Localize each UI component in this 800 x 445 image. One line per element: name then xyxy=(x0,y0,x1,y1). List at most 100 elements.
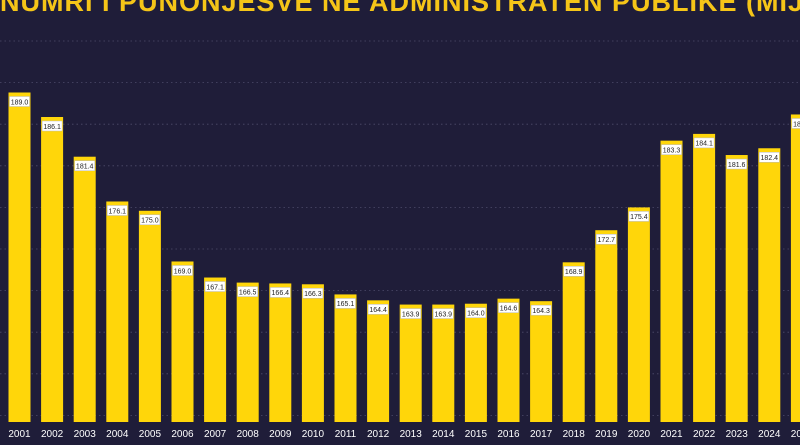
bar-group-2019: 172.7 2019 xyxy=(595,230,618,440)
data-label: 169.0 xyxy=(174,268,192,275)
bar-2018 xyxy=(562,262,585,422)
bar-group-2015: 164.0 2015 xyxy=(464,303,488,440)
data-label: 176.1 xyxy=(109,208,127,215)
bar-group-2025: 186.4 2025 xyxy=(791,114,800,440)
x-tick-label: 2008 xyxy=(237,429,260,440)
bar-2003 xyxy=(73,156,96,422)
data-label-box xyxy=(172,265,193,276)
bar-2022 xyxy=(693,133,716,422)
bar-group-2023: 181.6 2023 xyxy=(725,155,749,440)
bar-2024 xyxy=(758,148,781,422)
data-label: 186.4 xyxy=(793,121,800,128)
data-label-box xyxy=(498,302,519,313)
data-label-box xyxy=(759,152,780,163)
bar-group-2016: 164.6 2016 xyxy=(497,298,520,440)
x-tick-label: 2025 xyxy=(791,429,800,440)
bar-group-2024: 182.4 2024 xyxy=(758,148,781,440)
data-label-box xyxy=(9,96,30,107)
bar-2020 xyxy=(627,207,650,422)
bar-2015 xyxy=(464,303,487,422)
x-tick-label: 2006 xyxy=(171,429,194,440)
bar-2019 xyxy=(595,230,618,422)
bar-group-2013: 163.9 2013 xyxy=(399,304,423,440)
x-tick-label: 2004 xyxy=(106,429,129,440)
x-tick-label: 2002 xyxy=(41,429,64,440)
data-label-box xyxy=(530,304,552,316)
bar-group-2022: 184.1 2022 xyxy=(693,133,716,440)
x-tick-label: 2019 xyxy=(595,429,618,440)
bar-2007 xyxy=(204,277,227,422)
data-label-box xyxy=(139,214,161,226)
data-label-box xyxy=(661,144,682,155)
bar-2023 xyxy=(725,155,748,422)
bar-group-2004: 176.1 2004 xyxy=(106,201,129,440)
bar-group-2007: 167.1 2007 xyxy=(204,277,227,440)
data-label-box xyxy=(41,120,63,132)
bar-group-2010: 166.3 2010 xyxy=(301,284,325,440)
x-tick-label: 2012 xyxy=(367,429,390,440)
data-label: 164.0 xyxy=(467,311,485,318)
x-tick-label: 2005 xyxy=(139,429,162,440)
data-label-box xyxy=(400,308,421,319)
x-tick-label: 2023 xyxy=(726,429,749,440)
data-label: 182.4 xyxy=(761,155,779,162)
bar-group-2020: 175.4 2020 xyxy=(627,207,651,440)
bar-2005 xyxy=(138,210,161,422)
data-label: 184.1 xyxy=(695,141,713,148)
data-label-box xyxy=(270,287,291,298)
bar-2009 xyxy=(269,283,292,422)
x-tick-label: 2016 xyxy=(497,429,520,440)
bar-group-2001: 189.0 2001 xyxy=(8,92,31,440)
data-label-box xyxy=(628,211,650,222)
x-tick-label: 2010 xyxy=(302,429,325,440)
data-label: 167.1 xyxy=(206,284,224,291)
bar-group-2021: 183.3 2021 xyxy=(660,140,683,440)
bar-2011 xyxy=(334,294,357,422)
bar-2016 xyxy=(497,298,520,422)
chart-title: NUMRI I PUNONJËSVE NË ADMINISTRATËN PUBL… xyxy=(0,0,800,17)
bar-group-2008: 166.5 2008 xyxy=(237,282,260,440)
data-label: 164.6 xyxy=(500,305,518,312)
bar-group-2011: 165.1 2011 xyxy=(334,294,357,440)
x-tick-label: 2007 xyxy=(204,429,227,440)
bar-2013 xyxy=(399,304,422,422)
bar-group-2017: 164.3 2017 xyxy=(530,301,553,440)
bar-2006 xyxy=(171,261,194,422)
x-tick-label: 2020 xyxy=(628,429,651,440)
data-label: 166.4 xyxy=(272,290,290,297)
bar-2012 xyxy=(367,300,390,422)
bar-2010 xyxy=(301,284,324,422)
x-tick-label: 2015 xyxy=(465,429,488,440)
data-label: 165.1 xyxy=(337,301,355,308)
data-label: 164.3 xyxy=(532,308,550,315)
data-label-box xyxy=(465,307,487,318)
bar-group-2014: 163.9 2014 xyxy=(432,304,455,440)
x-tick-label: 2022 xyxy=(693,429,716,440)
bar-group-2012: 164.4 2012 xyxy=(367,300,390,440)
x-tick-label: 2009 xyxy=(269,429,292,440)
data-label: 181.6 xyxy=(728,162,746,169)
data-label-box xyxy=(726,158,747,170)
data-label: 186.1 xyxy=(43,124,61,131)
data-label: 172.7 xyxy=(598,237,616,244)
data-label-box xyxy=(596,233,617,245)
data-label: 163.9 xyxy=(402,311,420,318)
bar-2002 xyxy=(41,117,64,422)
bar-group-2003: 181.4 2003 xyxy=(73,156,97,440)
bar-group-2006: 169.0 2006 xyxy=(171,261,194,440)
bar-2021 xyxy=(660,140,683,422)
bar-2017 xyxy=(530,301,553,422)
data-label-box xyxy=(791,118,800,129)
data-label-box xyxy=(433,308,454,319)
data-label: 189.0 xyxy=(11,99,29,106)
bar-2025 xyxy=(790,114,800,422)
data-label-box xyxy=(107,205,128,216)
data-label-box xyxy=(367,304,389,315)
x-tick-label: 2003 xyxy=(74,429,97,440)
bar-2004 xyxy=(106,201,129,422)
bar-2001 xyxy=(8,92,31,422)
x-tick-label: 2011 xyxy=(335,429,357,440)
bar-2014 xyxy=(432,304,455,422)
x-tick-label: 2013 xyxy=(400,429,423,440)
